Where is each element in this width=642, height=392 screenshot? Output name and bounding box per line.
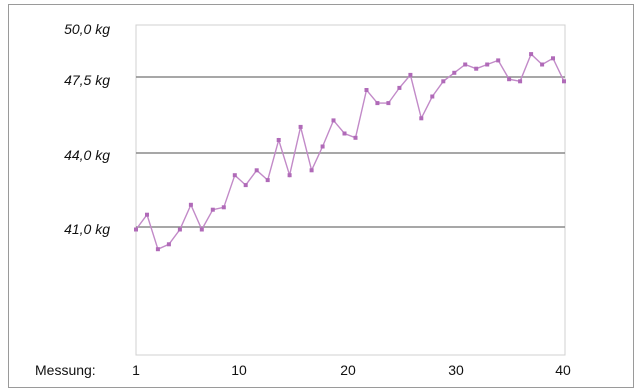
chart-frame: 50,0 kg 47,5 kg 44,0 kg 41,0 kg Messung:… [8,4,634,388]
data-point [551,56,555,61]
y-tick-label: 50,0 kg [64,21,110,37]
series-layer [134,52,566,252]
y-tick-label: 44,0 kg [64,147,110,163]
data-point [134,227,138,232]
data-point [145,212,149,217]
x-tick-label: 10 [231,362,247,378]
data-point [309,168,314,173]
data-point [485,62,490,67]
data-point [287,173,292,178]
data-point [353,135,358,140]
data-point [199,227,204,232]
data-point [474,66,479,71]
data-point [496,58,501,63]
data-point [430,94,435,99]
x-tick-label: 20 [340,362,356,378]
data-point [419,116,424,121]
data-point [375,101,380,106]
data-point [386,101,391,106]
data-point [243,183,248,188]
data-point [232,173,237,178]
data-point [298,124,303,129]
data-point [331,118,336,123]
data-point [507,77,512,82]
data-point [452,70,457,75]
data-point [254,168,259,173]
data-point [397,85,402,90]
x-axis-label: Messung: [35,362,96,378]
data-point [408,72,413,77]
x-tick-label: 1 [132,362,140,378]
data-point [342,131,347,136]
plot-area [135,24,566,356]
x-tick-label: 30 [448,362,464,378]
y-tick-label: 47,5 kg [64,72,110,88]
y-tick-label: 41,0 kg [64,221,110,237]
data-point [188,202,193,207]
line-chart: 50,0 kg 47,5 kg 44,0 kg 41,0 kg Messung:… [35,21,571,378]
data-point [155,247,160,252]
data-point [221,205,226,210]
series-line [135,52,565,251]
data-point [364,88,369,92]
data-point [166,242,171,247]
data-point [518,79,523,84]
data-point [265,178,270,183]
data-point [177,227,182,232]
data-point [441,79,446,84]
data-point [276,138,281,142]
data-point [529,52,534,57]
data-point [463,62,468,67]
data-point [540,62,545,67]
x-tick-label: 40 [555,362,571,378]
data-point [562,79,566,84]
data-point [320,144,325,149]
data-point [210,207,215,212]
